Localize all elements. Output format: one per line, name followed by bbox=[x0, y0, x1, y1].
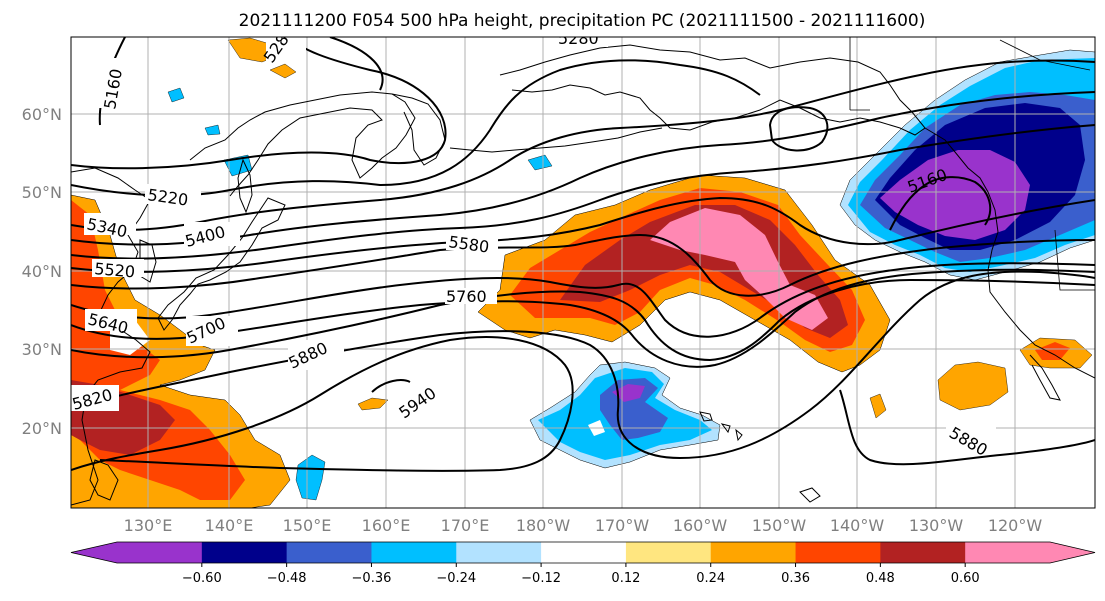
coast-philippines bbox=[89, 459, 119, 501]
precip-shade-patch-6 bbox=[269, 63, 297, 79]
colorbar-tick-label: 0.48 bbox=[866, 571, 895, 586]
colorbar: −0.60 −0.48 −0.36 −0.24 −0.12 0.12 0.24 0.36 0.4… bbox=[70, 541, 1096, 586]
lon-label-120w: 120°W bbox=[988, 516, 1043, 535]
latitude-labels: 60°N 50°N 40°N 30°N 20°N bbox=[22, 105, 62, 438]
colorbar-cell bbox=[965, 542, 1051, 563]
colorbar-tick-label: 0.24 bbox=[696, 571, 725, 586]
colorbar-cell bbox=[625, 542, 712, 563]
colorbar-tick-label: 0.12 bbox=[611, 571, 640, 586]
lat-label-30n: 30°N bbox=[22, 340, 62, 359]
coast-aleutians bbox=[449, 127, 663, 153]
colorbar-extend-low bbox=[71, 542, 117, 563]
coast-sakhalin bbox=[237, 158, 253, 214]
coast-japan bbox=[157, 197, 286, 331]
figure-title: 2021111200 F054 500 hPa height, precipit… bbox=[239, 11, 926, 31]
precip-shade-patch-2b bbox=[1035, 342, 1070, 360]
lon-label-160e: 160°E bbox=[362, 516, 411, 535]
colorbar-cell bbox=[710, 542, 797, 563]
precip-shade-blue-patch-1 bbox=[295, 454, 326, 501]
lat-label-60n: 60°N bbox=[22, 105, 62, 124]
contour-label-5760: 5760 bbox=[446, 287, 487, 306]
precip-shade-blue-patch-2 bbox=[167, 87, 185, 103]
lat-label-20n: 20°N bbox=[22, 419, 62, 438]
coast-small-1 bbox=[799, 487, 821, 503]
contour-north-high bbox=[768, 106, 829, 152]
colorbar-cells bbox=[70, 541, 1096, 564]
contour-5880-main bbox=[71, 336, 574, 472]
contour-5160-low-ne bbox=[889, 176, 992, 231]
contour-5520 bbox=[71, 196, 1095, 273]
lon-label-130e: 130°E bbox=[124, 516, 173, 535]
lon-label-170w: 170°W bbox=[595, 516, 650, 535]
colorbar-outline bbox=[70, 541, 1096, 564]
precip-shade-patch-3 bbox=[869, 393, 887, 419]
contour-5280-north bbox=[329, 37, 384, 91]
colorbar-cell bbox=[371, 542, 457, 563]
precip-shade-patch-4 bbox=[357, 397, 389, 411]
colorbar-tick-label: −0.60 bbox=[182, 571, 222, 586]
colorbar-tick-label: −0.48 bbox=[267, 571, 307, 586]
contour-5940 bbox=[371, 379, 411, 393]
lon-label-140e: 140°E bbox=[205, 516, 254, 535]
colorbar-tick-label: −0.36 bbox=[352, 571, 392, 586]
lon-label-170e: 170°E bbox=[441, 516, 490, 535]
map-panel: 5160 5280 5280 5220 5340 5400 5520 5580 … bbox=[71, 29, 1095, 508]
coast-siberia bbox=[189, 91, 416, 197]
contour-5580 bbox=[71, 233, 1095, 297]
contour-5640 bbox=[71, 262, 1095, 338]
colorbar-cell bbox=[795, 542, 881, 563]
precip-negative-shading bbox=[167, 49, 1095, 501]
lat-label-40n: 40°N bbox=[22, 262, 62, 281]
coast-baja bbox=[1029, 354, 1061, 401]
contour-5280-low bbox=[71, 37, 447, 170]
contour-5760 bbox=[71, 278, 1095, 362]
colorbar-extend-high bbox=[1050, 542, 1095, 563]
colorbar-tick-label: −0.12 bbox=[521, 571, 561, 586]
colorbar-ticks: −0.60 −0.48 −0.36 −0.24 −0.12 0.12 0.24 0.36 0.4… bbox=[182, 563, 980, 586]
map-frame bbox=[70, 36, 1096, 509]
coast-nw-america bbox=[924, 127, 1095, 379]
contour-label-5280-north: 5280 bbox=[558, 29, 599, 48]
contour-label-5520: 5520 bbox=[94, 259, 136, 281]
precip-shade-blue-patch-3 bbox=[204, 124, 221, 136]
coast-alaska bbox=[499, 44, 926, 136]
height-contours bbox=[71, 37, 1095, 472]
colorbar-cell bbox=[201, 542, 288, 563]
contour-5400 bbox=[71, 91, 1095, 246]
colorbar-cell bbox=[117, 542, 203, 563]
colorbar-tick-label: −0.24 bbox=[436, 571, 476, 586]
contour-5460 bbox=[71, 124, 1095, 260]
longitude-labels: 130°E 140°E 150°E 160°E 170°E 180°W 170°… bbox=[124, 516, 1043, 535]
lon-label-160w: 160°W bbox=[673, 516, 728, 535]
lon-label-150e: 150°E bbox=[283, 516, 332, 535]
border-canada bbox=[849, 37, 1095, 291]
colorbar-cell bbox=[541, 542, 627, 563]
precip-shade-purple bbox=[880, 150, 1030, 240]
colorbar-tick-label: 0.36 bbox=[781, 571, 810, 586]
lon-label-150w: 150°W bbox=[752, 516, 807, 535]
contour-5340 bbox=[71, 59, 1095, 231]
contour-5220 bbox=[71, 59, 761, 197]
colorbar-tick-label: 0.60 bbox=[951, 571, 980, 586]
colorbar-cell bbox=[880, 542, 966, 563]
precip-shade-patch-1 bbox=[937, 361, 1009, 411]
precip-shade-blue-patch-5 bbox=[527, 154, 553, 171]
colorbar-cell bbox=[286, 542, 372, 563]
lon-label-140w: 140°W bbox=[830, 516, 885, 535]
contour-5880-east bbox=[839, 389, 1095, 466]
precip-shade-trop-purple bbox=[612, 384, 645, 402]
lat-label-50n: 50°N bbox=[22, 183, 62, 202]
contour-5700 bbox=[71, 268, 1095, 368]
colorbar-cell bbox=[456, 542, 542, 563]
coast-hawaii bbox=[699, 411, 743, 442]
lon-label-180w: 180°W bbox=[516, 516, 571, 535]
precip-shade-pink bbox=[650, 208, 828, 330]
lon-label-130w: 130°W bbox=[909, 516, 964, 535]
